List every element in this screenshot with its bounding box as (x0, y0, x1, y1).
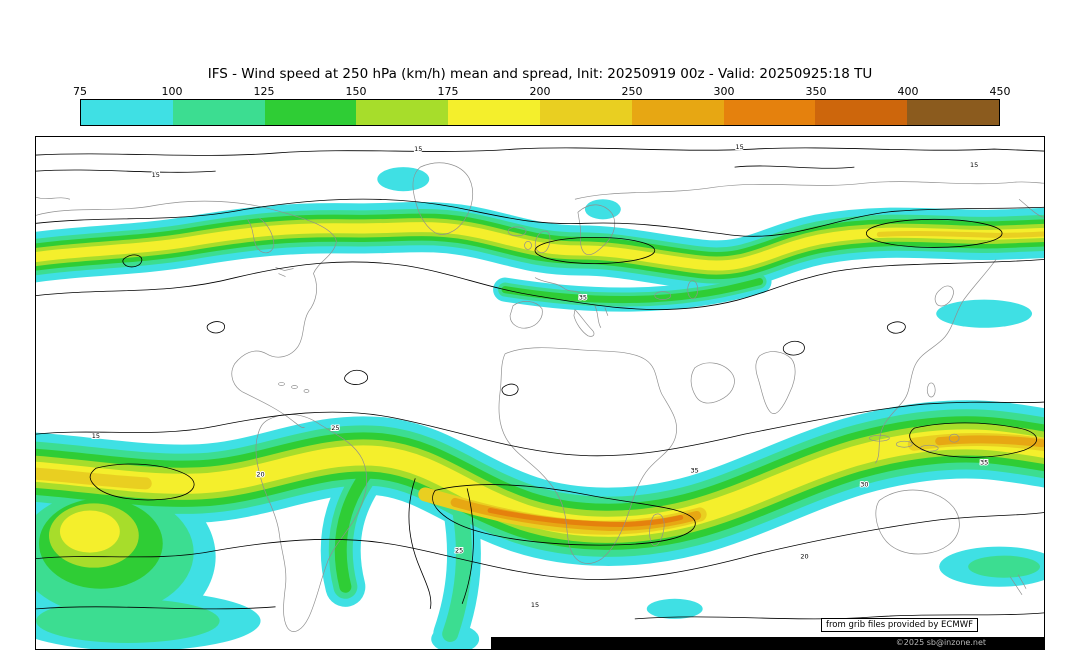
colorbar-segment (815, 100, 908, 125)
chart-title: IFS - Wind speed at 250 hPa (km/h) mean … (207, 66, 873, 82)
contour-label: 20 (256, 470, 264, 478)
contour-value-labels: 15 15 15 15 35 25 20 25 35 30 35 15 20 15 (91, 142, 989, 610)
contour-label: 25 (455, 547, 463, 555)
contour-label: 20 (800, 553, 808, 561)
colorbar-segment (264, 100, 357, 125)
contour-label: 15 (970, 161, 978, 169)
colorbar: 75 100 125 150 175 200 250 300 350 400 450 (73, 85, 1011, 126)
colorbar-segment (81, 100, 173, 125)
colorbar-tick: 75 (73, 85, 87, 98)
colorbar-tick: 250 (621, 85, 643, 98)
copyright-text: ©2025 sb@inzone.net (895, 638, 986, 647)
contour-label: 35 (691, 466, 699, 474)
colorbar-tick: 350 (805, 85, 827, 98)
map-canvas: 15 15 15 15 35 25 20 25 35 30 35 15 20 15 (36, 142, 1044, 649)
colorbar-ticks: 75 100 125 150 175 200 250 300 350 400 450 (73, 85, 1011, 98)
colorbar-tick: 300 (713, 85, 735, 98)
contour-label: 15 (152, 171, 160, 179)
contour-label: 30 (860, 480, 868, 488)
colorbar-tick: 450 (989, 85, 1011, 98)
coastlines (36, 162, 1044, 632)
contour-label: 35 (980, 458, 988, 466)
spread-contours (36, 147, 1044, 620)
contour-label: 15 (92, 432, 100, 440)
colorbar-segment (172, 100, 265, 125)
colorbar-tick: 175 (437, 85, 459, 98)
colorbar-tick: 150 (345, 85, 367, 98)
colorbar-segment (723, 100, 816, 125)
contour-label: 15 (414, 145, 422, 153)
colorbar-tick: 125 (253, 85, 275, 98)
windspeed-shading (36, 167, 1044, 649)
colorbar-segment (356, 100, 449, 125)
colorbar-segment (539, 100, 632, 125)
bottom-bar: ©2025 sb@inzone.net (491, 637, 1044, 649)
colorbar-bar (80, 99, 1000, 126)
contour-label: 25 (331, 424, 339, 432)
colorbar-tick: 100 (161, 85, 183, 98)
colorbar-segment (907, 100, 999, 125)
colorbar-segment (631, 100, 724, 125)
colorbar-tick: 200 (529, 85, 551, 98)
map-frame: 15 15 15 15 35 25 20 25 35 30 35 15 20 15 from grib f… (35, 136, 1045, 650)
attribution-box: from grib files provided by ECMWF (821, 618, 978, 632)
colorbar-segment (448, 100, 540, 125)
colorbar-tick: 400 (897, 85, 919, 98)
contour-label: 35 (579, 294, 587, 302)
contour-label: 15 (531, 601, 539, 609)
contour-label: 15 (735, 143, 743, 151)
